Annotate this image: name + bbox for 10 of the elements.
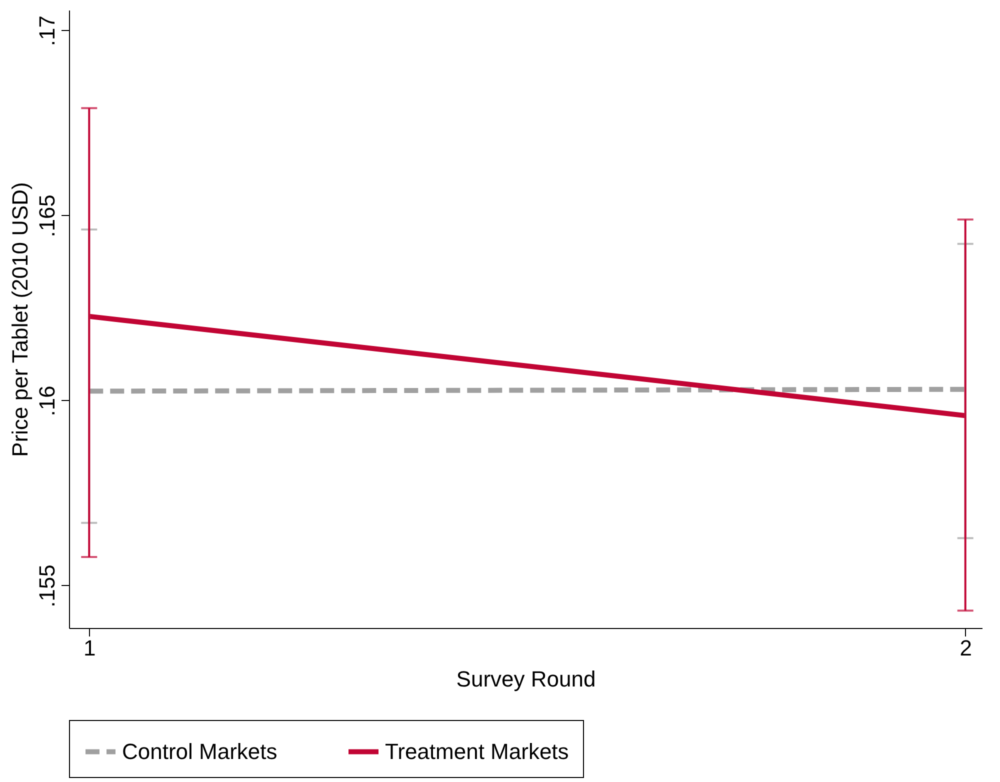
- legend-label: Treatment Markets: [385, 738, 569, 764]
- y-axis-title: Price per Tablet (2010 USD): [8, 182, 32, 457]
- y-tick-label: .17: [34, 16, 60, 46]
- x-axis-title: Survey Round: [456, 666, 596, 692]
- y-tick-label: .155: [34, 564, 60, 608]
- y-tick-label: .165: [34, 194, 60, 238]
- legend-label: Control Markets: [122, 738, 278, 764]
- x-tick-label: 1: [84, 636, 96, 660]
- y-tick-label: .16: [34, 386, 60, 416]
- x-tick-label: 2: [960, 636, 972, 660]
